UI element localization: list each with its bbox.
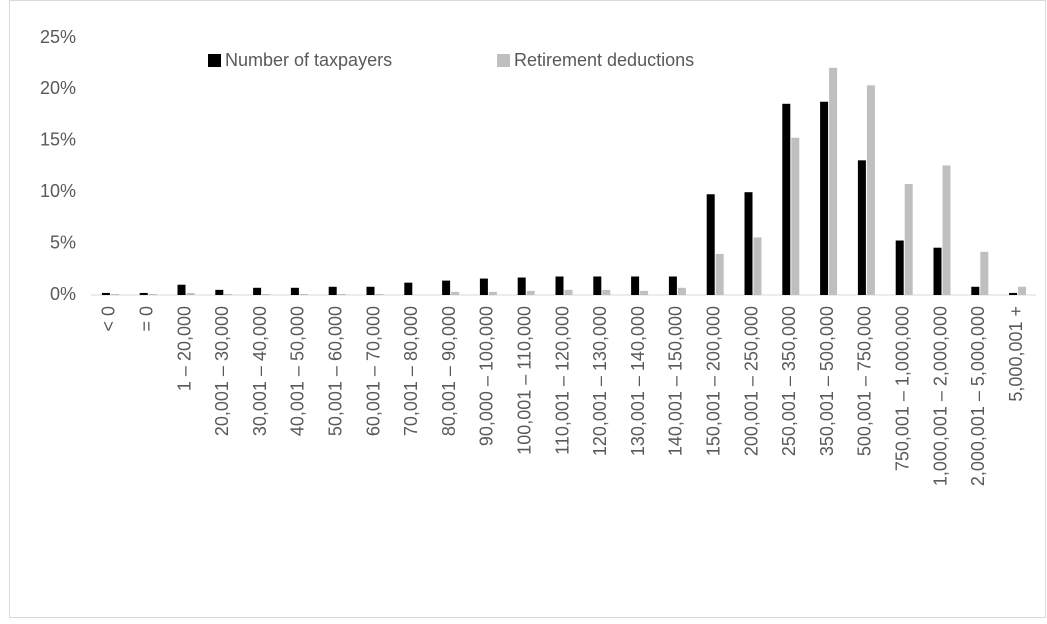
bar [971, 286, 980, 295]
bar [488, 291, 497, 295]
bar [866, 85, 875, 296]
x-tick-label: 90,000 – 100,000 [477, 306, 497, 446]
bar [980, 251, 989, 295]
bar [668, 276, 677, 295]
x-tick-label: 20,001 – 30,000 [212, 306, 232, 436]
bar [366, 286, 375, 295]
bar [517, 277, 526, 295]
bar [904, 183, 913, 295]
legend-swatch [208, 54, 221, 67]
x-tick-label: 2,000,001 – 5,000,000 [968, 306, 988, 486]
x-tick-label: 110,001 – 120,000 [552, 306, 572, 455]
legend-swatch [497, 54, 510, 67]
x-tick-label: 30,001 – 40,000 [250, 306, 270, 436]
x-tick-label: < 0 [99, 306, 119, 332]
bar [139, 292, 148, 295]
bar [942, 165, 951, 295]
x-tick-label: 1,000,001 – 2,000,000 [930, 306, 950, 486]
x-tick-label: 200,001 – 250,000 [741, 306, 761, 456]
bar [631, 276, 640, 295]
y-tick-label: 5% [50, 232, 76, 252]
bar [299, 293, 308, 295]
bar [715, 253, 724, 295]
x-tick-label: 50,001 – 60,000 [325, 306, 345, 436]
bar [224, 293, 233, 295]
bar [791, 137, 800, 295]
bar [782, 103, 791, 296]
bar [640, 290, 649, 295]
y-tick-label: 10% [40, 181, 76, 201]
x-tick-label: 100,001 – 110,000 [514, 306, 534, 455]
bar [186, 292, 195, 295]
x-tick-label: 750,001 – 1,000,000 [892, 306, 912, 471]
x-tick-label: 70,001 – 80,000 [401, 306, 421, 436]
x-tick-label: 130,001 – 140,000 [628, 306, 648, 456]
bar [148, 293, 157, 295]
bar [253, 287, 262, 295]
bar [101, 292, 110, 295]
bar [933, 247, 942, 295]
legend-label: Retirement deductions [514, 50, 694, 70]
bar [602, 289, 611, 295]
y-tick-label: 15% [40, 130, 76, 150]
x-tick-label: 80,001 – 90,000 [439, 306, 459, 436]
x-tick-label: 150,001 – 200,000 [703, 306, 723, 456]
x-tick-label: 60,001 – 70,000 [363, 306, 383, 436]
bar [1009, 292, 1018, 295]
bar [479, 278, 488, 295]
bar [829, 67, 838, 295]
bar [744, 192, 753, 295]
bar [526, 290, 535, 295]
x-tick-label: = 0 [136, 306, 156, 332]
bar [404, 282, 413, 295]
bar [564, 289, 573, 295]
x-tick-label: 500,001 – 750,000 [855, 306, 875, 456]
bar [706, 194, 715, 295]
x-tick-label: 120,001 – 130,000 [590, 306, 610, 456]
x-tick-label: 350,001 – 500,000 [817, 306, 837, 456]
bar [328, 286, 337, 295]
x-tick-label: 250,001 – 350,000 [779, 306, 799, 456]
bar [753, 237, 762, 295]
bar [442, 280, 451, 295]
y-tick-label: 0% [50, 284, 76, 304]
x-tick-label: 1 – 20,000 [174, 306, 194, 391]
x-tick-label: 140,001 – 150,000 [666, 306, 686, 456]
x-tick-label: 40,001 – 50,000 [288, 306, 308, 436]
bar [337, 293, 346, 295]
bar [290, 287, 299, 295]
bar [262, 293, 271, 295]
bar [215, 289, 224, 295]
bar [593, 276, 602, 295]
bar [177, 284, 186, 295]
y-tick-label: 25% [40, 27, 76, 47]
x-tick-label: 5,000,001 + [1006, 306, 1026, 402]
legend-label: Number of taxpayers [225, 50, 392, 70]
bar [555, 276, 564, 295]
bar [375, 293, 384, 295]
bar [857, 160, 866, 295]
bar [820, 101, 829, 296]
bar [451, 291, 460, 295]
bar [1018, 286, 1027, 295]
bar [677, 287, 686, 295]
y-tick-label: 20% [40, 78, 76, 98]
bar [895, 240, 904, 295]
bar [110, 293, 119, 295]
